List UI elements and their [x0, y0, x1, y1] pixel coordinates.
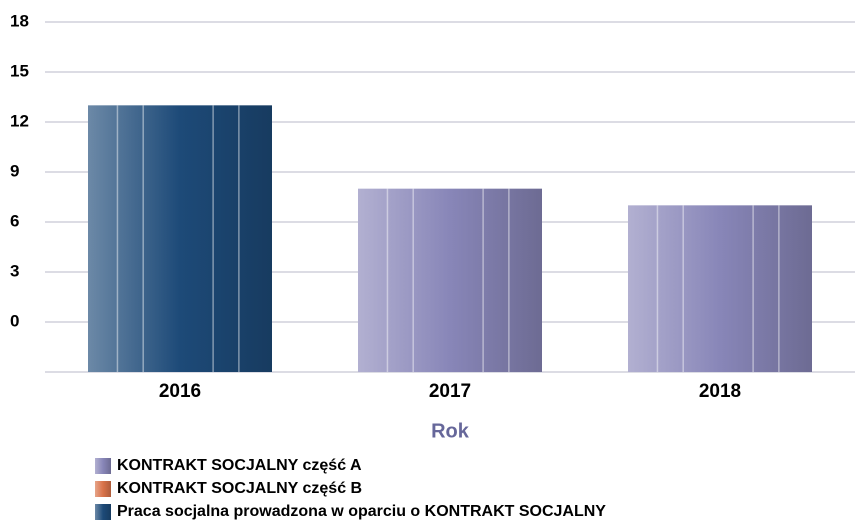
y-tick-label: 12: [10, 111, 29, 130]
x-tick-label: 2016: [159, 381, 201, 402]
y-tick-label: 9: [10, 161, 19, 180]
x-tick-label: 2018: [699, 381, 741, 402]
y-tick-label: 3: [10, 261, 19, 280]
bar: [628, 205, 812, 372]
y-tick-label: 0: [10, 311, 19, 330]
x-tick-label: 2017: [429, 381, 471, 402]
legend-swatch: [95, 458, 111, 474]
bar: [88, 105, 272, 372]
y-tick-label: 18: [10, 11, 29, 30]
legend-swatch: [95, 481, 111, 497]
y-tick-label: 6: [10, 211, 19, 230]
legend-label: KONTRAKT SOCJALNY część A: [117, 457, 362, 474]
bar: [358, 188, 542, 372]
legend-swatch: [95, 504, 111, 520]
legend-label: Praca socjalna prowadzona w oparciu o KO…: [117, 503, 606, 520]
x-axis-label: Rok: [431, 420, 470, 442]
y-tick-label: 15: [10, 61, 29, 80]
legend-label: KONTRAKT SOCJALNY część B: [117, 480, 362, 497]
